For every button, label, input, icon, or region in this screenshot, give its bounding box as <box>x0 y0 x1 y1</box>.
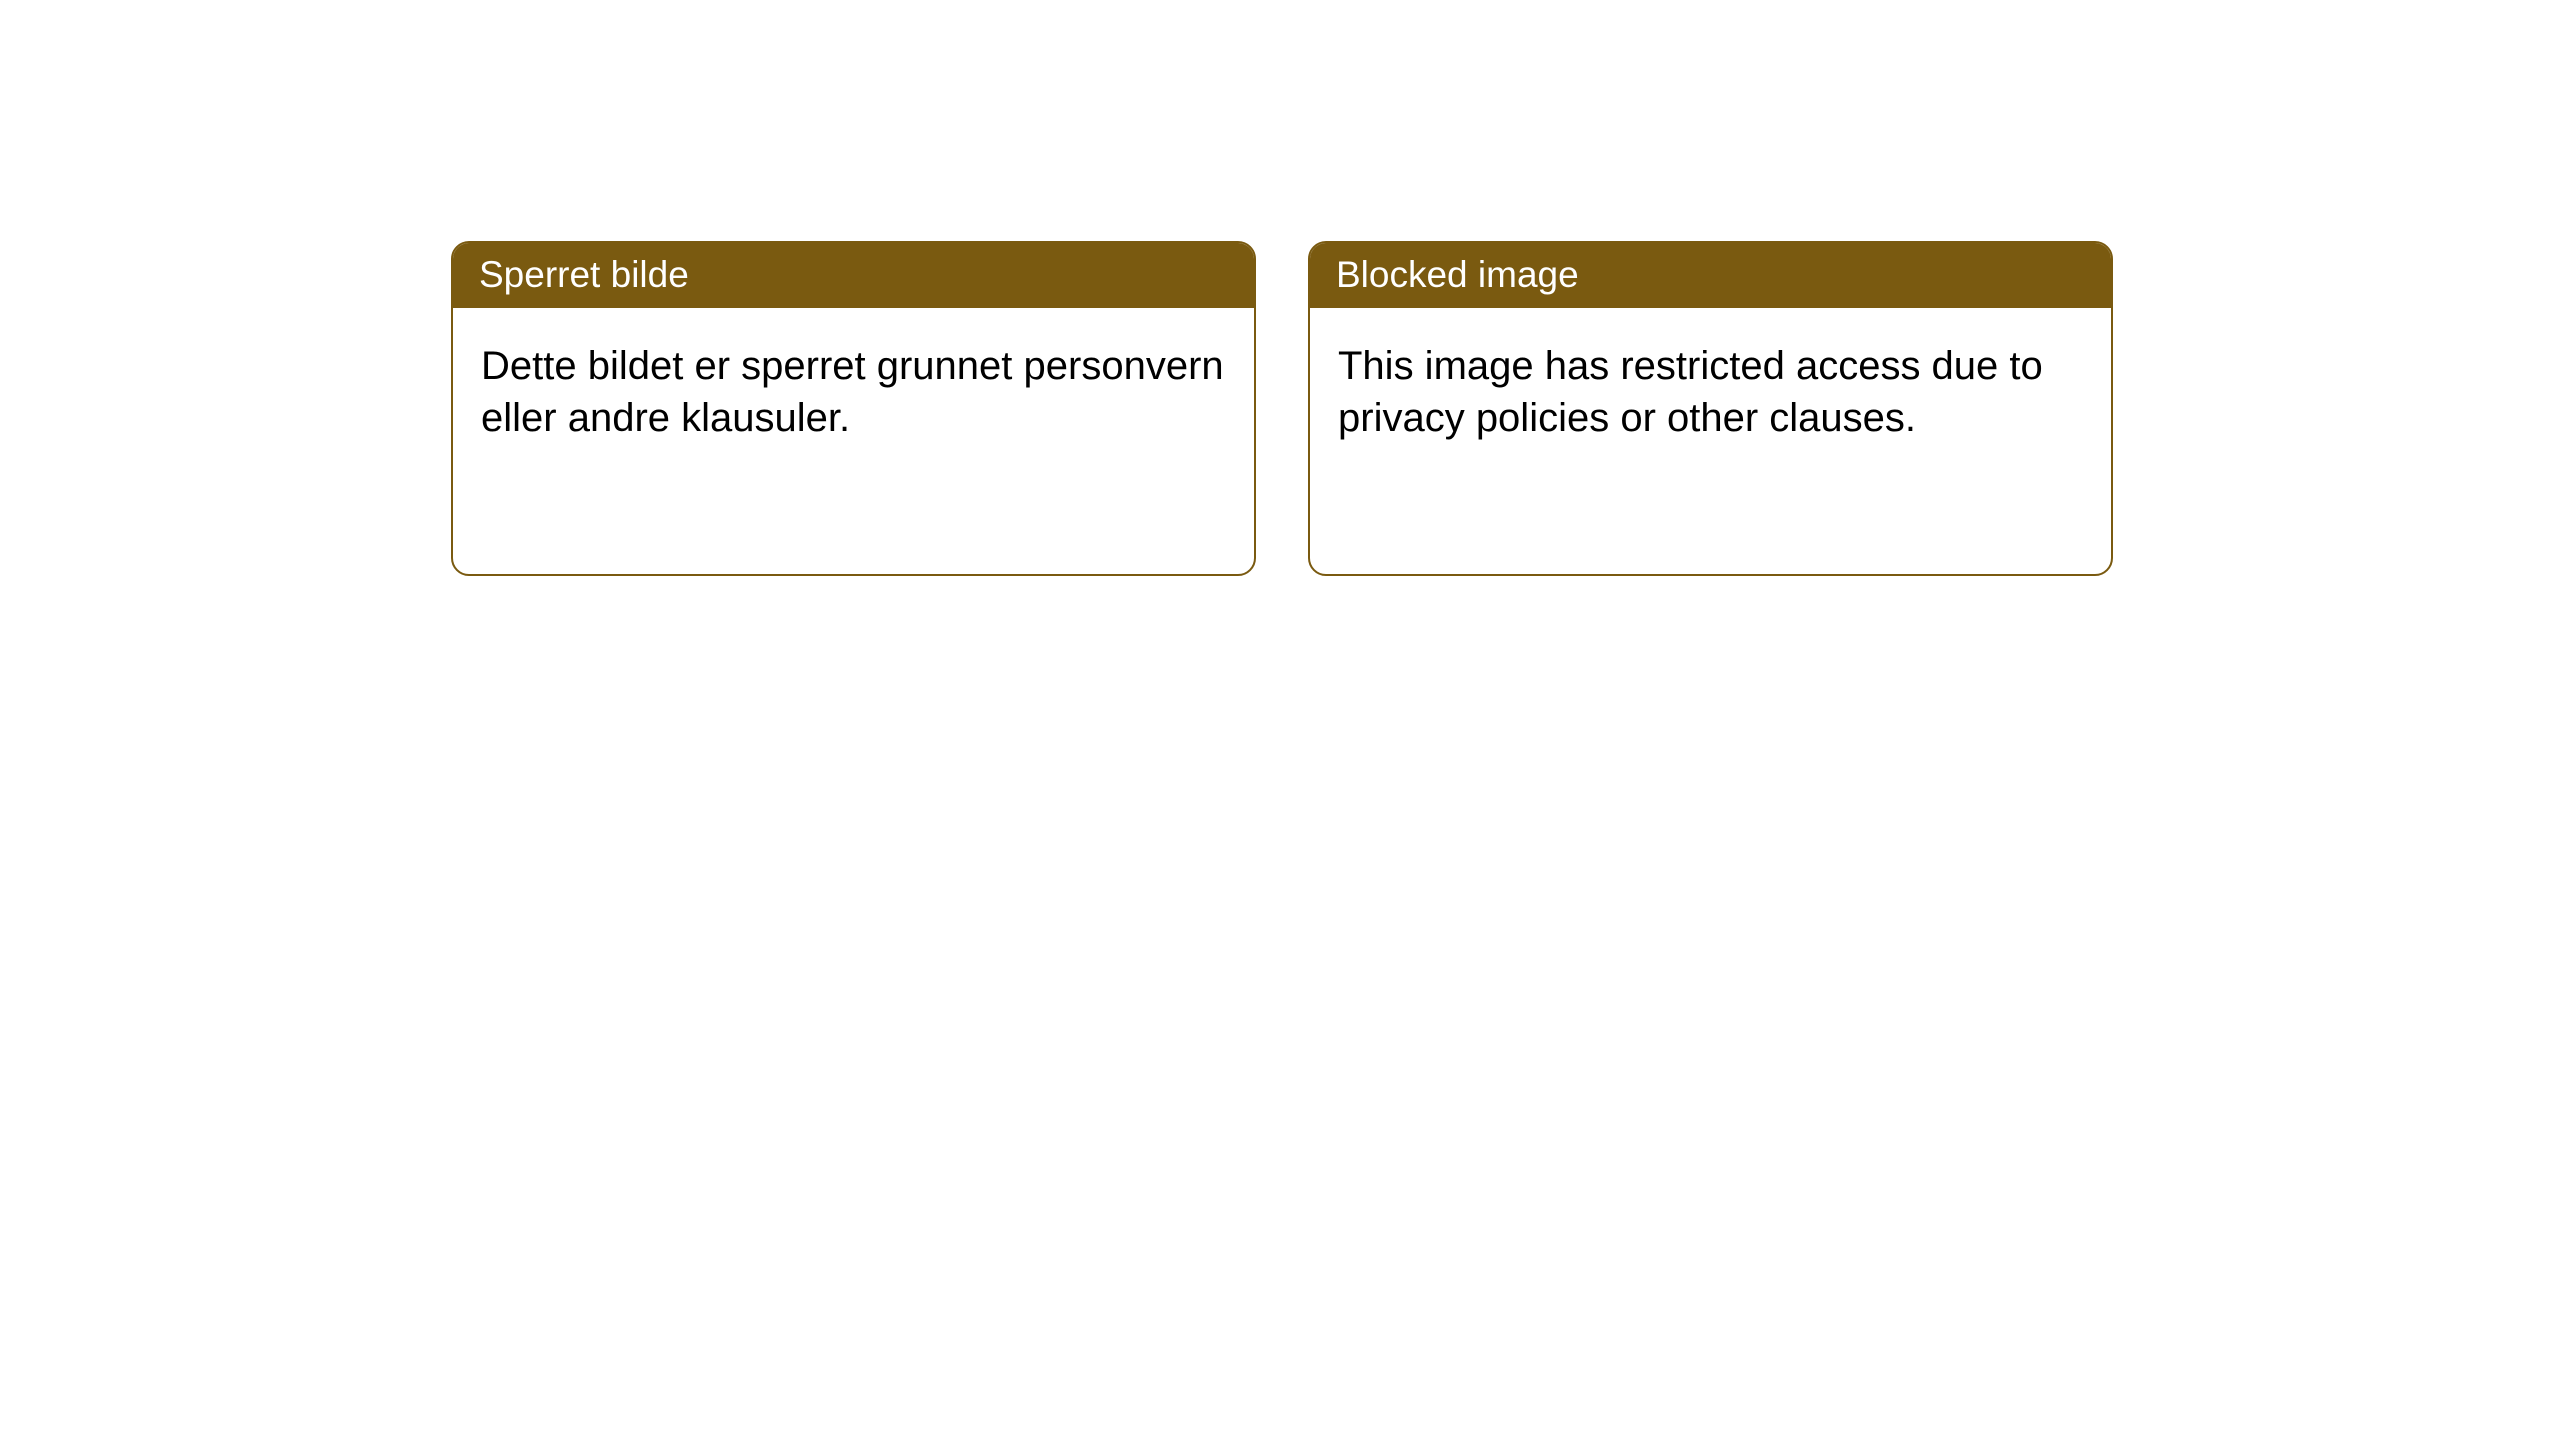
notice-header: Blocked image <box>1310 243 2111 308</box>
notice-card-english: Blocked image This image has restricted … <box>1308 241 2113 576</box>
notice-body: This image has restricted access due to … <box>1310 308 2111 476</box>
notice-container: Sperret bilde Dette bildet er sperret gr… <box>451 241 2113 576</box>
notice-body: Dette bildet er sperret grunnet personve… <box>453 308 1254 476</box>
notice-card-norwegian: Sperret bilde Dette bildet er sperret gr… <box>451 241 1256 576</box>
notice-header: Sperret bilde <box>453 243 1254 308</box>
